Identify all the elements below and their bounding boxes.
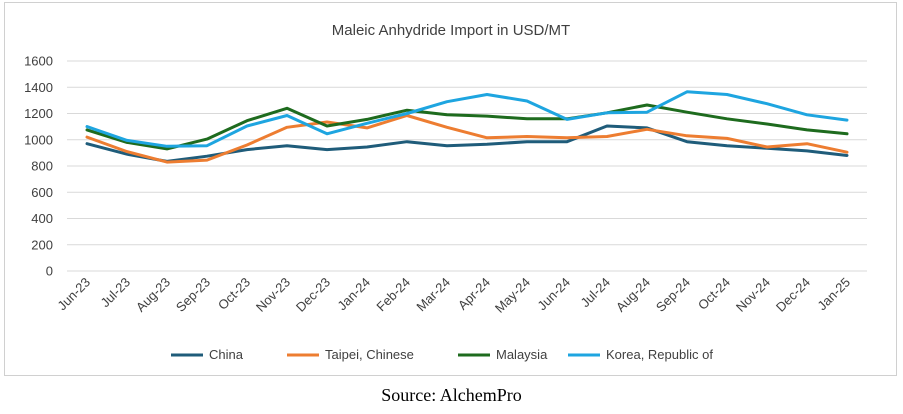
y-tick-label: 200 (31, 237, 53, 252)
series-lines (85, 90, 849, 164)
x-tick-label: Jul-24 (577, 275, 613, 311)
x-tick-label: Apr-24 (455, 275, 493, 313)
y-axis-ticks: 0 200 400 600 800 1000 1200 1400 1600 (24, 54, 53, 279)
x-tick-label: Oct-24 (695, 275, 733, 313)
y-tick-label: 800 (31, 159, 53, 174)
x-tick-label: Jan-24 (334, 275, 373, 314)
x-tick-label: Aug-24 (613, 275, 653, 315)
series-line-1 (85, 114, 849, 164)
x-tick-label: Mar-24 (413, 275, 453, 315)
x-tick-label: Jul-23 (97, 275, 133, 311)
x-tick-label: Jan-25 (814, 275, 853, 314)
x-tick-label: Jun-23 (54, 275, 93, 314)
source-caption: Source: AlchemPro (381, 385, 522, 405)
x-tick-label: Sep-24 (653, 275, 693, 315)
legend-label: Taipei, Chinese (325, 347, 414, 362)
grid-lines (67, 60, 867, 272)
line-chart: Maleic Anhydride Import in USD/MT 0 200 40… (24, 22, 867, 362)
y-tick-label: 1600 (24, 54, 53, 69)
x-axis-ticks: Jun-23 Jul-23 Aug-23 Sep-23 Oct-23 Nov-23 Dec-… (54, 275, 853, 316)
legend-label: Korea, Republic of (606, 347, 713, 362)
y-tick-label: 400 (31, 211, 53, 226)
x-tick-label: Aug-23 (133, 275, 173, 315)
x-tick-label: Nov-23 (253, 275, 293, 315)
y-tick-label: 0 (46, 264, 53, 279)
series-line-2 (85, 103, 849, 151)
x-tick-label: Dec-23 (293, 275, 333, 315)
x-tick-label: Feb-24 (373, 275, 413, 315)
y-tick-label: 1000 (24, 132, 53, 147)
x-tick-label: Dec-24 (773, 275, 813, 315)
x-tick-label: Oct-23 (215, 275, 253, 313)
series-line-3 (85, 90, 849, 148)
legend-label: Malaysia (496, 347, 548, 362)
x-tick-label: Nov-24 (733, 275, 773, 315)
y-tick-label: 600 (31, 185, 53, 200)
chart-frame: Maleic Anhydride Import in USD/MT 0 200 40… (4, 2, 897, 376)
chart-title: Maleic Anhydride Import in USD/MT (332, 22, 570, 39)
x-tick-label: Sep-23 (173, 275, 213, 315)
x-tick-label: Jun-24 (534, 275, 573, 314)
y-tick-label: 1200 (24, 106, 53, 121)
legend: China Taipei, Chinese Malaysia Korea, Repub… (171, 347, 713, 362)
y-tick-label: 1400 (24, 80, 53, 95)
series-line-0 (85, 124, 849, 163)
x-tick-label: May-24 (492, 275, 533, 316)
legend-label: China (209, 347, 244, 362)
